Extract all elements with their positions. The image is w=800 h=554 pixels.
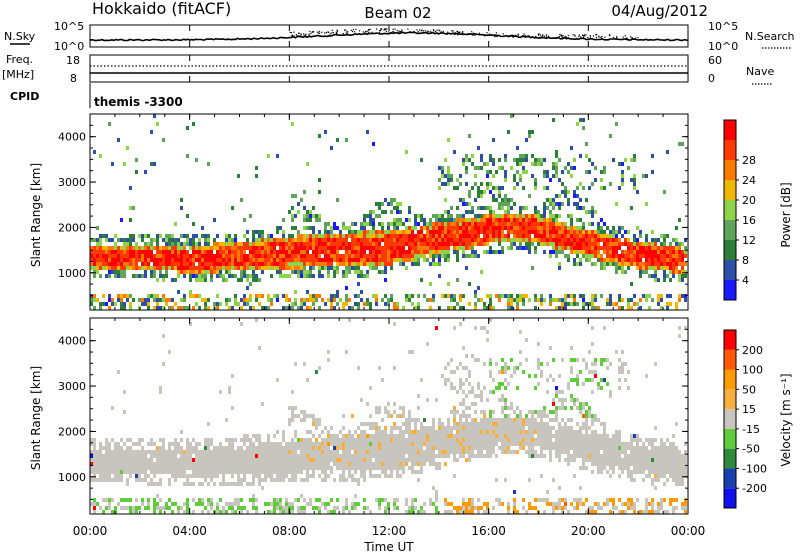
y-tick-label: 4000 bbox=[58, 131, 86, 144]
colorbar-tick-label: -50 bbox=[742, 443, 760, 456]
colorbar-segment bbox=[724, 369, 736, 390]
colorbar-segment bbox=[724, 160, 736, 180]
y-tick-label: 2000 bbox=[58, 221, 86, 234]
colorbar-segment bbox=[724, 200, 736, 220]
colorbar-segment bbox=[724, 220, 736, 240]
colorbar-segment bbox=[724, 488, 736, 508]
power-y-axis: 1000 2000 3000 4000 bbox=[58, 124, 688, 296]
date-title: 04/Aug/2012 bbox=[611, 2, 708, 20]
colorbar-tick-label: 100 bbox=[742, 364, 763, 377]
nsearch-label: N.Search bbox=[745, 30, 795, 43]
colorbar-tick-label: 12 bbox=[742, 234, 756, 247]
y-tick-label: 4000 bbox=[58, 335, 86, 348]
colorbar-tick-label: 20 bbox=[742, 194, 756, 207]
colorbar-tick-label: 50 bbox=[742, 383, 756, 396]
time-tick-label: 08:00 bbox=[272, 524, 307, 538]
power-cbar-label: Power [dB] bbox=[779, 182, 793, 247]
freq-left-tick-top: 18 bbox=[66, 54, 80, 67]
colorbar-segment bbox=[724, 120, 736, 140]
cpid-label: CPID bbox=[10, 90, 39, 103]
freq-left-tick-bottom: 8 bbox=[70, 72, 77, 85]
time-tick-label: 04:00 bbox=[172, 524, 207, 538]
power-heatmap bbox=[90, 114, 687, 310]
time-tick-label: 00:00 bbox=[73, 524, 108, 538]
nave-label: Nave bbox=[746, 65, 774, 78]
colorbar-segment bbox=[724, 260, 736, 280]
colorbar-tick-label: 8 bbox=[742, 254, 749, 267]
colorbar-tick-label: 15 bbox=[742, 403, 756, 416]
colorbar-tick-label: -100 bbox=[742, 462, 767, 475]
freq-panel: Freq. [MHz] 18 8 60 0 Nave bbox=[2, 53, 774, 85]
colorbar-tick-label: -15 bbox=[742, 423, 760, 436]
time-tick-label: 00:00 bbox=[671, 524, 706, 538]
colorbar-tick-label: -200 bbox=[742, 482, 767, 495]
colorbar-segment bbox=[724, 330, 736, 350]
time-axis: 00:00 04:00 08:00 12:00 16:00 20:00 00:00 bbox=[73, 25, 706, 538]
nsearch-trace bbox=[289, 28, 639, 39]
colorbar-tick-label: 24 bbox=[742, 174, 756, 187]
colorbar-segment bbox=[724, 448, 736, 469]
y-tick-label: 3000 bbox=[58, 380, 86, 393]
nave-right-tick-bottom: 0 bbox=[708, 72, 715, 85]
colorbar-segment bbox=[724, 389, 736, 410]
power-panel: 1000 2000 3000 4000 Slant Range [km] bbox=[29, 113, 689, 311]
colorbar-tick-label: 28 bbox=[742, 154, 756, 167]
velocity-y-axis: 1000 2000 3000 4000 bbox=[58, 328, 688, 500]
colorbar-segment bbox=[724, 180, 736, 200]
power-colorbar: 4 8 12 16 20 24 28 bbox=[723, 119, 756, 301]
colorbar-segment bbox=[724, 349, 736, 370]
y-tick-label: 1000 bbox=[58, 471, 86, 484]
power-ylabel: Slant Range [km] bbox=[29, 163, 43, 267]
nsky-left-tick-bottom: 10^0 bbox=[54, 40, 84, 53]
time-xlabel: Time UT bbox=[363, 540, 414, 554]
nsky-right-tick-bottom: 10^0 bbox=[708, 40, 738, 53]
nsky-panel: N.Sky 10^5 10^0 10^5 10^0 N.Search bbox=[4, 20, 795, 53]
colorbar-segment bbox=[724, 468, 736, 489]
y-tick-label: 2000 bbox=[58, 425, 86, 438]
cpid-panel: CPID themis -3300 bbox=[10, 83, 183, 109]
colorbar-segment bbox=[724, 140, 736, 160]
station-title: Hokkaido (fitACF) bbox=[92, 0, 231, 18]
time-tick-label: 16:00 bbox=[471, 524, 506, 538]
nsky-left-tick-top: 10^5 bbox=[54, 20, 84, 33]
colorbar-segment bbox=[724, 280, 736, 300]
y-tick-label: 1000 bbox=[58, 267, 86, 280]
velocity-heatmap bbox=[90, 318, 687, 514]
cpid-value: themis -3300 bbox=[94, 95, 183, 109]
velocity-cbar-label: Velocity [m s⁻¹] bbox=[779, 373, 793, 466]
y-tick-label: 3000 bbox=[58, 176, 86, 189]
colorbar-segment bbox=[724, 240, 736, 260]
time-tick-label: 12:00 bbox=[372, 524, 407, 538]
colorbar-tick-label: 4 bbox=[742, 274, 749, 287]
freq-label-top: Freq. bbox=[6, 53, 33, 66]
nsky-trace bbox=[89, 31, 689, 42]
time-tick-label: 20:00 bbox=[571, 524, 606, 538]
freq-label-unit: [MHz] bbox=[2, 68, 34, 81]
colorbar-segment bbox=[724, 428, 736, 449]
velocity-colorbar: 200 100 50 15 -15 -50 -100 -200 bbox=[723, 329, 767, 509]
nsky-label: N.Sky bbox=[4, 30, 36, 43]
nsky-right-tick-top: 10^5 bbox=[708, 20, 738, 33]
nave-right-tick-top: 60 bbox=[708, 54, 722, 67]
colorbar-tick-label: 200 bbox=[742, 344, 763, 357]
beam-title: Beam 02 bbox=[364, 4, 431, 22]
velocity-panel: 1000 2000 3000 4000 Slant Range [km] bbox=[29, 317, 689, 515]
velocity-ylabel: Slant Range [km] bbox=[29, 366, 43, 470]
colorbar-segment bbox=[724, 409, 736, 429]
colorbar-tick-label: 16 bbox=[742, 214, 756, 227]
